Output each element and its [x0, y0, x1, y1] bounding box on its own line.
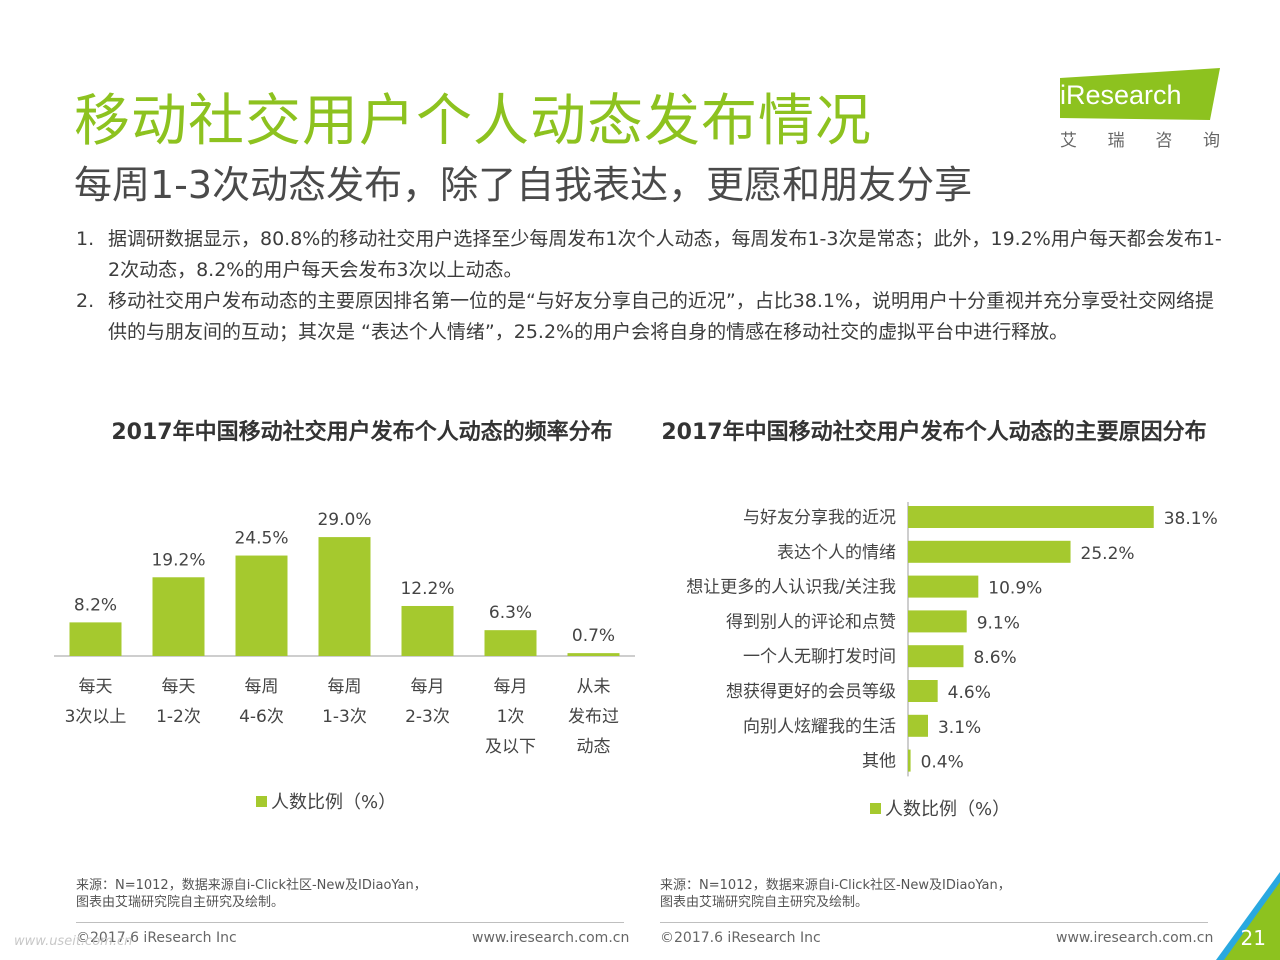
bullet-item: 2. 移动社交用户发布动态的主要原因排名第一位的是“与好友分享自己的近况”，占比… [76, 290, 1215, 343]
website-link-left[interactable]: www.iresearch.com.cn [472, 930, 630, 946]
frequency-bar [152, 577, 205, 656]
frequency-value-label: 19.2% [151, 550, 205, 570]
legend-swatch [256, 795, 267, 807]
reason-value-label: 9.1% [977, 613, 1020, 633]
page-corner-decoration [1216, 872, 1280, 960]
frequency-category-label: 4-6次 [239, 707, 284, 727]
frequency-value-label: 8.2% [74, 595, 117, 615]
source-line: 来源：N=1012，数据来源自i-Click社区-New及IDiaoYan， [76, 878, 427, 893]
reason-category-label: 想让更多的人认识我/关注我 [686, 578, 896, 598]
reason-bar [908, 645, 964, 668]
frequency-category-label: 每周 [328, 677, 362, 697]
frequency-category-label: 发布过 [568, 707, 619, 727]
frequency-chart-legend: 人数比例（%） [256, 788, 396, 814]
frequency-bar [401, 605, 454, 656]
frequency-category-label: 1-2次 [156, 707, 201, 727]
frequency-value-label: 0.7% [572, 626, 615, 646]
source-line: 图表由艾瑞研究院自主研究及绘制。 [660, 895, 869, 910]
reason-value-label: 4.6% [948, 683, 991, 703]
reason-value-label: 10.9% [988, 579, 1042, 599]
frequency-bar [567, 653, 620, 656]
frequency-category-label: 动态 [577, 737, 611, 757]
frequency-bar [69, 622, 122, 656]
reason-category-label: 其他 [862, 752, 896, 772]
reason-bar [908, 680, 938, 702]
footer-divider-right [660, 922, 1208, 923]
source-line: 图表由艾瑞研究院自主研究及绘制。 [76, 895, 285, 910]
reason-value-label: 25.2% [1081, 544, 1135, 564]
frequency-category-label: 每天 [162, 677, 196, 697]
reason-category-label: 一个人无聊打发时间 [743, 647, 896, 667]
page-subtitle: 每周1-3次动态发布，除了自我表达，更愿和朋友分享 [74, 163, 973, 207]
reason-value-label: 38.1% [1164, 509, 1218, 529]
bullet-item: 1. 据调研数据显示，80.8%的移动社交用户选择至少每周发布1次个人动态，每周… [76, 228, 1222, 281]
frequency-category-label: 每月 [494, 677, 528, 697]
frequency-category-label: 每月 [411, 677, 445, 697]
frequency-bar [318, 537, 371, 656]
source-note-left: 来源：N=1012，数据来源自i-Click社区-New及IDiaoYan， 图… [76, 877, 616, 911]
watermark: www.useit.com.cn [14, 934, 133, 949]
reason-bar [908, 749, 911, 772]
reason-bar [908, 540, 1071, 563]
frequency-bar [235, 555, 288, 656]
logo-banner-shape [1060, 68, 1220, 120]
reason-category-label: 得到别人的评论和点赞 [726, 612, 896, 632]
summary-bullets: 1. 据调研数据显示，80.8%的移动社交用户选择至少每周发布1次个人动态，每周… [76, 224, 1226, 348]
frequency-category-label: 每周 [245, 677, 279, 697]
frequency-category-label: 从未 [577, 677, 611, 697]
frequency-chart-title: 2017年中国移动社交用户发布个人动态的频率分布 [111, 420, 613, 445]
reason-value-label: 0.4% [921, 753, 964, 773]
frequency-category-label: 2-3次 [405, 707, 450, 727]
frequency-value-label: 6.3% [489, 603, 532, 623]
reason-chart-title: 2017年中国移动社交用户发布个人动态的主要原因分布 [661, 420, 1207, 445]
frequency-bar [484, 630, 537, 656]
frequency-value-label: 24.5% [234, 529, 288, 549]
source-line: 来源：N=1012，数据来源自i-Click社区-New及IDiaoYan， [660, 878, 1011, 893]
source-note-right: 来源：N=1012，数据来源自i-Click社区-New及IDiaoYan， 图… [660, 877, 1200, 911]
website-link-right[interactable]: www.iresearch.com.cn [1056, 930, 1214, 946]
reason-bar [908, 610, 967, 633]
frequency-category-label: 3次以上 [65, 707, 127, 727]
frequency-value-label: 29.0% [317, 510, 371, 530]
reason-bar [908, 506, 1154, 528]
page-number: 21 [1240, 926, 1266, 950]
copyright-left: ©2017.6 iResearch Inc [76, 930, 237, 946]
footer-divider-left [76, 922, 624, 923]
frequency-value-label: 12.2% [400, 579, 454, 599]
frequency-category-label: 1-3次 [322, 707, 367, 727]
iresearch-logo: iResearch 艾 瑞 咨 询 [1050, 66, 1222, 152]
page-title: 移动社交用户个人动态发布情况 [74, 89, 872, 154]
reason-value-label: 3.1% [938, 718, 981, 738]
frequency-category-label: 及以下 [485, 737, 536, 757]
reason-bar [908, 714, 928, 737]
reason-category-label: 向别人炫耀我的生活 [743, 717, 896, 737]
logo-wordmark: iResearch [1060, 80, 1182, 110]
frequency-category-label: 每天 [79, 677, 113, 697]
copyright-right: ©2017.6 iResearch Inc [660, 930, 821, 946]
reason-chart-legend: 人数比例（%） [870, 795, 1010, 821]
reason-category-label: 与好友分享我的近况 [743, 508, 896, 528]
reason-category-label: 表达个人的情绪 [777, 543, 896, 563]
reason-category-label: 想获得更好的会员等级 [726, 682, 896, 702]
reason-value-label: 8.6% [973, 648, 1016, 668]
frequency-category-label: 1次 [497, 707, 525, 727]
reason-bar [908, 575, 979, 598]
logo-chinese-name: 艾 瑞 咨 询 [1060, 131, 1220, 151]
legend-swatch [870, 802, 881, 814]
